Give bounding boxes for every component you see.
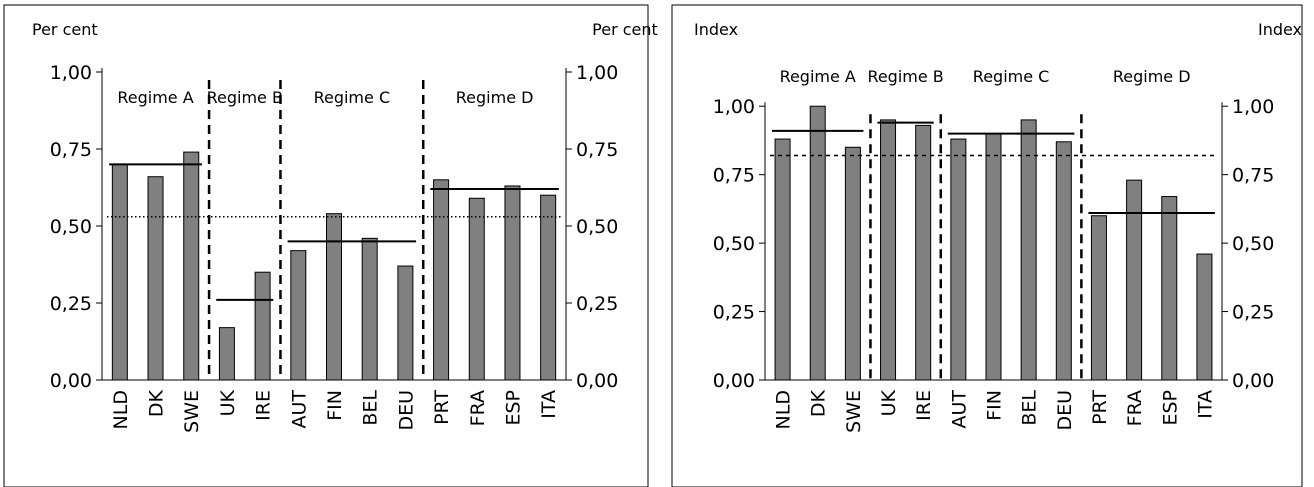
panel-1-right-tick-label: 0,00 bbox=[576, 370, 618, 392]
panel-1-category-label: FRA bbox=[467, 390, 489, 426]
panel-2-category-label: DEU bbox=[1054, 390, 1076, 431]
panel-1-category-label: UK bbox=[217, 389, 239, 416]
panel-1-left-tick-label: 0,25 bbox=[50, 293, 92, 315]
panel-2-right-tick-label: 0,50 bbox=[1232, 233, 1274, 255]
panel-1-frame bbox=[3, 4, 649, 487]
panel-1-category-label: DEU bbox=[395, 390, 417, 431]
panel-1-regime-label: Regime A bbox=[117, 88, 193, 107]
panel-1-category-label: SWE bbox=[181, 390, 203, 433]
panel-2-left-tick-label: 1,00 bbox=[713, 96, 755, 118]
panel-2-regime-label: Regime D bbox=[1113, 67, 1191, 86]
panel-2-right-tick-label: 1,00 bbox=[1232, 96, 1274, 118]
panel-1-bar-dk bbox=[147, 176, 164, 381]
panel-2-category-label: AUT bbox=[948, 390, 970, 429]
panel-1-category-label: NLD bbox=[110, 390, 132, 429]
panel-2-category-label: IRE bbox=[913, 390, 935, 421]
panel-1-bar-prt bbox=[433, 179, 450, 381]
panel-1-category-label: IRE bbox=[253, 390, 275, 421]
panel-1-bar-swe bbox=[183, 151, 200, 381]
panel-1-bar-esp bbox=[504, 185, 521, 381]
panel-1-bar-aut bbox=[290, 250, 307, 381]
panel-2-bar-fin bbox=[985, 133, 1002, 381]
panel-1-right-tick-label: 0,75 bbox=[576, 139, 618, 161]
panel-2-category-label: PRT bbox=[1089, 390, 1111, 425]
panel-2-category-label: FIN bbox=[984, 390, 1006, 421]
panel-2-bar-prt bbox=[1090, 215, 1107, 381]
panel-1-left-tick-label: 0,75 bbox=[50, 139, 92, 161]
panel-2-right-tick-label: 0,00 bbox=[1232, 370, 1274, 392]
panel-2-bar-swe bbox=[844, 146, 861, 381]
panel-2-category-label: SWE bbox=[843, 390, 865, 433]
panel-1-left-tick-label: 0,00 bbox=[50, 370, 92, 392]
panel-2-left-tick-label: 0,00 bbox=[713, 370, 755, 392]
panel-2-category-label: FRA bbox=[1124, 390, 1146, 426]
panel-1-right-tick-label: 1,00 bbox=[576, 62, 618, 84]
panel-1-category-label: BEL bbox=[360, 390, 382, 426]
panel-1-bar-fra bbox=[468, 197, 485, 381]
panel-2-bar-nld bbox=[774, 138, 791, 381]
panel-2-left-tick-label: 0,50 bbox=[713, 233, 755, 255]
panel-2-bar-ita bbox=[1196, 253, 1213, 381]
panel-1-right-unit-label: Per cent bbox=[592, 20, 658, 39]
panel-1-bar-fin bbox=[326, 213, 342, 381]
panel-2-bar-uk bbox=[880, 119, 897, 381]
panel-1-left-tick-label: 0,50 bbox=[50, 216, 92, 238]
panel-2-right-unit-label: Index bbox=[1258, 20, 1302, 39]
panel-2-category-label: NLD bbox=[773, 390, 795, 429]
panel-1-right-tick-label: 0,50 bbox=[576, 216, 618, 238]
panel-2-left-tick-label: 0,25 bbox=[713, 302, 755, 324]
panel-2-right-tick-label: 0,25 bbox=[1232, 302, 1274, 324]
panel-1-bar-nld bbox=[111, 163, 128, 381]
panel-2-right-tick-label: 0,75 bbox=[1232, 165, 1274, 187]
panel-1-category-label: DK bbox=[146, 389, 168, 417]
panel-2-category-label: ESP bbox=[1159, 390, 1181, 426]
panel-2-regime-label: Regime C bbox=[973, 67, 1050, 86]
panel-2-bar-esp bbox=[1161, 196, 1178, 381]
panel-1-category-label: FIN bbox=[324, 390, 346, 421]
panel-1-bar-deu bbox=[397, 265, 414, 381]
panel-2-category-label: ITA bbox=[1194, 390, 1216, 419]
panel-1-left-tick-label: 1,00 bbox=[50, 62, 92, 84]
panel-1-category-label: PRT bbox=[431, 390, 453, 425]
panel-2-bar-bel bbox=[1020, 119, 1037, 381]
panel-1-regime-label: Regime B bbox=[207, 88, 283, 107]
panel-2-left-unit-label: Index bbox=[694, 20, 738, 39]
panel-2-bar-aut bbox=[950, 138, 967, 381]
panel-2-category-label: UK bbox=[878, 389, 900, 416]
panel-2-frame bbox=[671, 4, 1303, 487]
panel-1-category-label: ESP bbox=[502, 390, 524, 426]
panel-2-category-label: DK bbox=[808, 389, 830, 417]
panel-1-bar-ire bbox=[254, 271, 271, 381]
panel-1-category-label: AUT bbox=[288, 390, 310, 429]
panel-1-bar-ita bbox=[540, 194, 557, 381]
panel-2-bar-fra bbox=[1126, 179, 1143, 381]
panel-2-left-tick-label: 0,75 bbox=[713, 165, 755, 187]
panel-2-bar-dk bbox=[809, 105, 826, 381]
panel-2-regime-label: Regime B bbox=[867, 67, 943, 86]
panel-1-regime-label: Regime C bbox=[314, 88, 391, 107]
panel-2-category-label: BEL bbox=[1019, 390, 1041, 426]
panel-1-left-unit-label: Per cent bbox=[32, 20, 98, 39]
panel-1-bar-uk bbox=[218, 327, 235, 381]
panel-1-category-label: ITA bbox=[538, 390, 560, 419]
panel-1-regime-label: Regime D bbox=[456, 88, 534, 107]
panel-1-right-tick-label: 0,25 bbox=[576, 293, 618, 315]
panel-2-bar-deu bbox=[1055, 141, 1072, 381]
panel-2-regime-label: Regime A bbox=[780, 67, 856, 86]
panel-2-bar-ire bbox=[915, 124, 932, 381]
panel-1-bar-bel bbox=[361, 237, 378, 381]
